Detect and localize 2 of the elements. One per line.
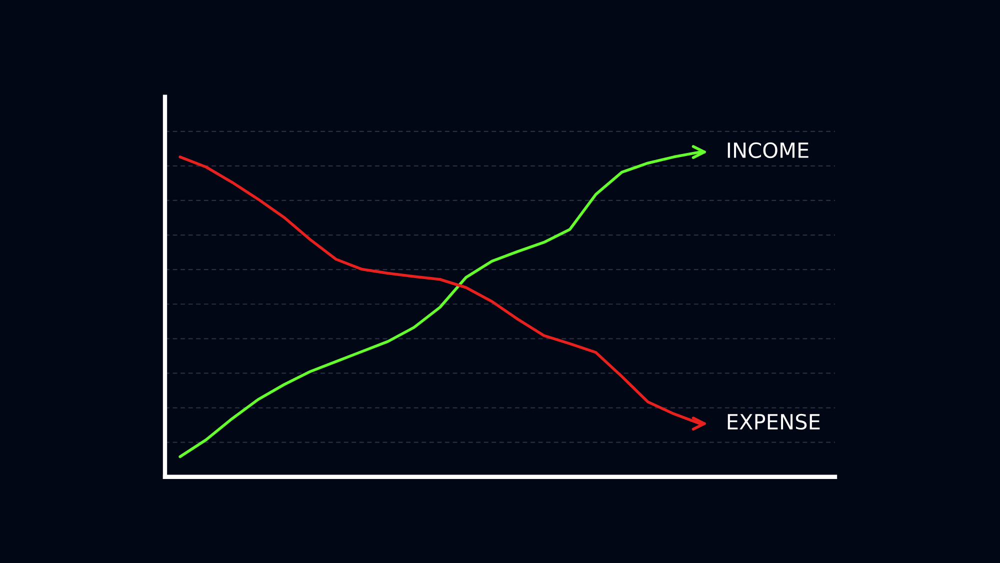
- legend-label: EXPENSE: [728, 414, 820, 430]
- legend-label: INCOME: [728, 142, 808, 158]
